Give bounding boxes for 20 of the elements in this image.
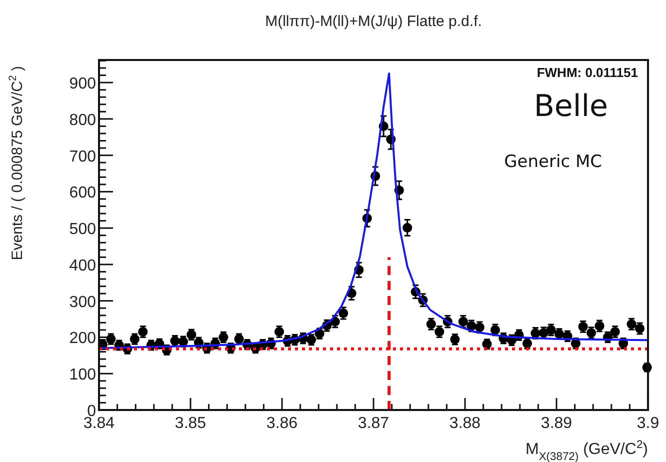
annotation: Generic MC [504,152,602,172]
y-tick-label: 500 [69,221,96,238]
annotation: Belle [534,89,608,124]
x-tick-label: 3.9 [636,415,660,432]
x-tick-label: 3.86 [266,415,298,432]
chart-title: M(llππ)-M(ll)+M(J/ψ) Flatte p.d.f. [265,13,482,30]
y-tick-label: 700 [69,148,96,166]
y-tick-label: 100 [69,366,96,384]
annotation: FWHM: 0.011151 [536,65,638,80]
x-tick-label: 3.85 [174,415,206,432]
x-axis-title: M$_{X(3872)}$ (GeV/C$^{2}$) [526,439,648,462]
y-tick-label: 600 [69,184,96,202]
y-tick-label: 300 [69,294,96,311]
y-tick-label: 800 [69,112,96,129]
x-tick-label: 3.89 [540,415,572,432]
x-tick-label: 3.87 [358,415,390,432]
y-tick-label: 200 [69,330,96,348]
y-tick-label: 400 [69,257,96,274]
y-tick-label: 900 [69,76,96,93]
x-tick-label: 3.88 [449,415,481,432]
